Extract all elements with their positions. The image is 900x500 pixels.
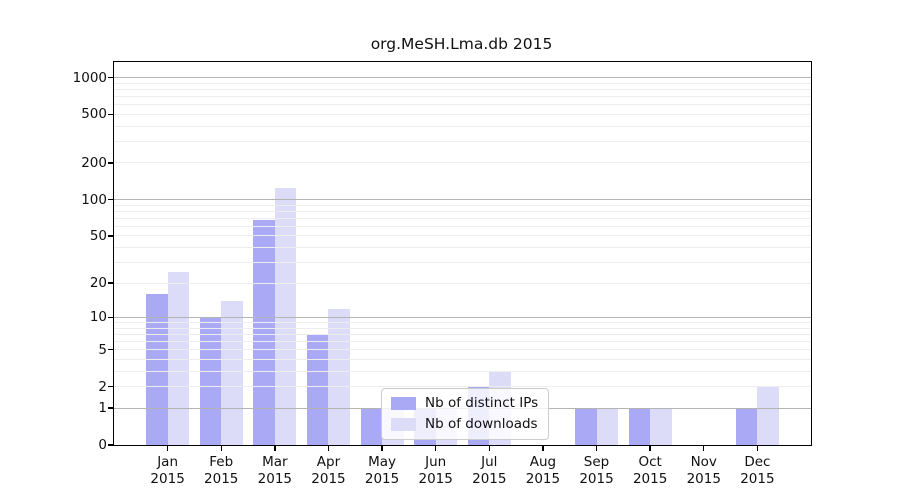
x-axis-tick: [434, 446, 437, 452]
x-axis-tick: [381, 446, 383, 452]
y-axis-tick: [107, 444, 113, 446]
x-axis-tick: [703, 446, 705, 452]
chart-legend: Nb of distinct IPs Nb of downloads: [381, 388, 550, 440]
x-tick-label: Nov 2015: [686, 454, 721, 487]
bar-distinct-ips-mar: [253, 219, 275, 445]
y-axis-tick: [107, 235, 113, 237]
minor-gridline: [114, 341, 811, 342]
x-axis-tick: [327, 446, 330, 452]
x-tick-label: Jul 2015: [472, 454, 507, 487]
x-axis-tick: [166, 446, 169, 452]
y-tick-label: 1000: [72, 69, 107, 86]
minor-gridline: [114, 125, 811, 127]
y-tick-label: 50: [89, 227, 107, 244]
minor-gridline: [114, 282, 811, 284]
x-tick-label: May 2015: [364, 454, 400, 487]
bar-distinct-ips-may: [360, 408, 383, 445]
minor-gridline: [114, 386, 811, 388]
minor-gridline: [114, 140, 811, 142]
bar-distinct-ips-oct: [628, 408, 651, 445]
minor-gridline: [114, 246, 811, 248]
y-axis-tick: [107, 349, 113, 351]
bar-distinct-ips-apr: [307, 334, 329, 445]
y-tick-label: 0: [98, 437, 107, 453]
y-tick-label: 500: [81, 106, 107, 123]
legend-item-distinct-ips: Nb of distinct IPs: [391, 396, 538, 411]
minor-gridline: [114, 113, 811, 115]
major-gridline: [114, 316, 811, 318]
bar-downloads-sep: [596, 408, 618, 445]
x-tick-label: Mar 2015: [257, 454, 293, 487]
x-tick-label: Aug 2015: [525, 454, 561, 487]
y-tick-label: 20: [89, 275, 107, 292]
y-axis-tick: [107, 198, 113, 201]
minor-gridline: [114, 210, 811, 212]
minor-gridline: [114, 358, 811, 360]
minor-gridline: [114, 162, 811, 164]
y-axis-tick: [107, 162, 113, 164]
y-tick-label: 5: [98, 341, 107, 358]
bar-distinct-ips-jan: [146, 294, 168, 445]
legend-item-downloads: Nb of downloads: [391, 417, 538, 432]
x-axis-tick: [220, 446, 222, 452]
y-tick-label: 1: [98, 400, 107, 417]
x-tick-label: Dec 2015: [740, 454, 775, 487]
bar-downloads-mar: [274, 187, 297, 445]
legend-label-downloads: Nb of downloads: [425, 416, 538, 432]
plot-area: Nb of distinct IPs Nb of downloads 0 1 2 5 1…: [73, 61, 812, 487]
y-axis-tick: [107, 282, 113, 284]
y-tick-label: 10: [89, 309, 107, 326]
y-tick-label: 200: [81, 154, 107, 171]
x-tick-label: Apr 2015: [311, 454, 346, 487]
x-axis-tick: [595, 446, 598, 452]
minor-gridline: [114, 349, 811, 351]
x-axis-tick: [756, 446, 759, 452]
minor-gridline: [114, 235, 811, 237]
minor-gridline: [114, 327, 811, 329]
minor-gridline: [114, 88, 811, 90]
minor-gridline: [114, 370, 811, 372]
bar-downloads-apr: [328, 308, 350, 445]
x-axis-tick: [274, 446, 276, 452]
y-axis-tick: [107, 385, 113, 388]
y-axis-tick: [107, 113, 113, 116]
x-axis-tick: [542, 446, 544, 452]
minor-gridline: [114, 95, 811, 97]
bar-distinct-ips-dec: [735, 408, 758, 445]
bar-downloads-feb: [221, 300, 243, 445]
minor-gridline: [114, 322, 811, 324]
y-tick-label: 2: [98, 378, 107, 395]
y-axis-tick: [107, 407, 113, 409]
major-gridline: [114, 77, 811, 79]
bar-downloads-oct: [650, 408, 672, 445]
minor-gridline: [114, 333, 811, 335]
bar-downloads-jan: [167, 271, 190, 445]
x-tick-label: Jun 2015: [418, 454, 453, 487]
x-tick-label: Oct 2015: [632, 454, 668, 487]
legend-swatch-downloads: [391, 418, 416, 431]
bar-distinct-ips-sep: [575, 408, 597, 445]
major-gridline: [114, 199, 811, 201]
chart-title: org.MeSH.Lma.db 2015: [370, 35, 553, 53]
x-tick-label: Sep 2015: [579, 454, 614, 487]
y-axis-tick: [107, 76, 113, 79]
minor-gridline: [114, 204, 811, 206]
legend-label-distinct-ips: Nb of distinct IPs: [425, 395, 539, 411]
minor-gridline: [114, 82, 811, 84]
y-tick-label: 100: [81, 191, 107, 208]
bar-distinct-ips-feb: [199, 317, 222, 445]
minor-gridline: [114, 104, 811, 106]
y-axis-tick: [107, 316, 113, 319]
x-axis-tick: [488, 446, 490, 452]
bar-downloads-dec: [757, 386, 779, 445]
minor-gridline: [114, 217, 811, 219]
x-axis-tick: [649, 446, 651, 452]
minor-gridline: [114, 225, 811, 227]
x-tick-label: Jan 2015: [150, 454, 185, 487]
x-tick-label: Feb 2015: [204, 454, 239, 487]
minor-gridline: [114, 261, 811, 263]
legend-swatch-distinct-ips: [391, 397, 416, 410]
